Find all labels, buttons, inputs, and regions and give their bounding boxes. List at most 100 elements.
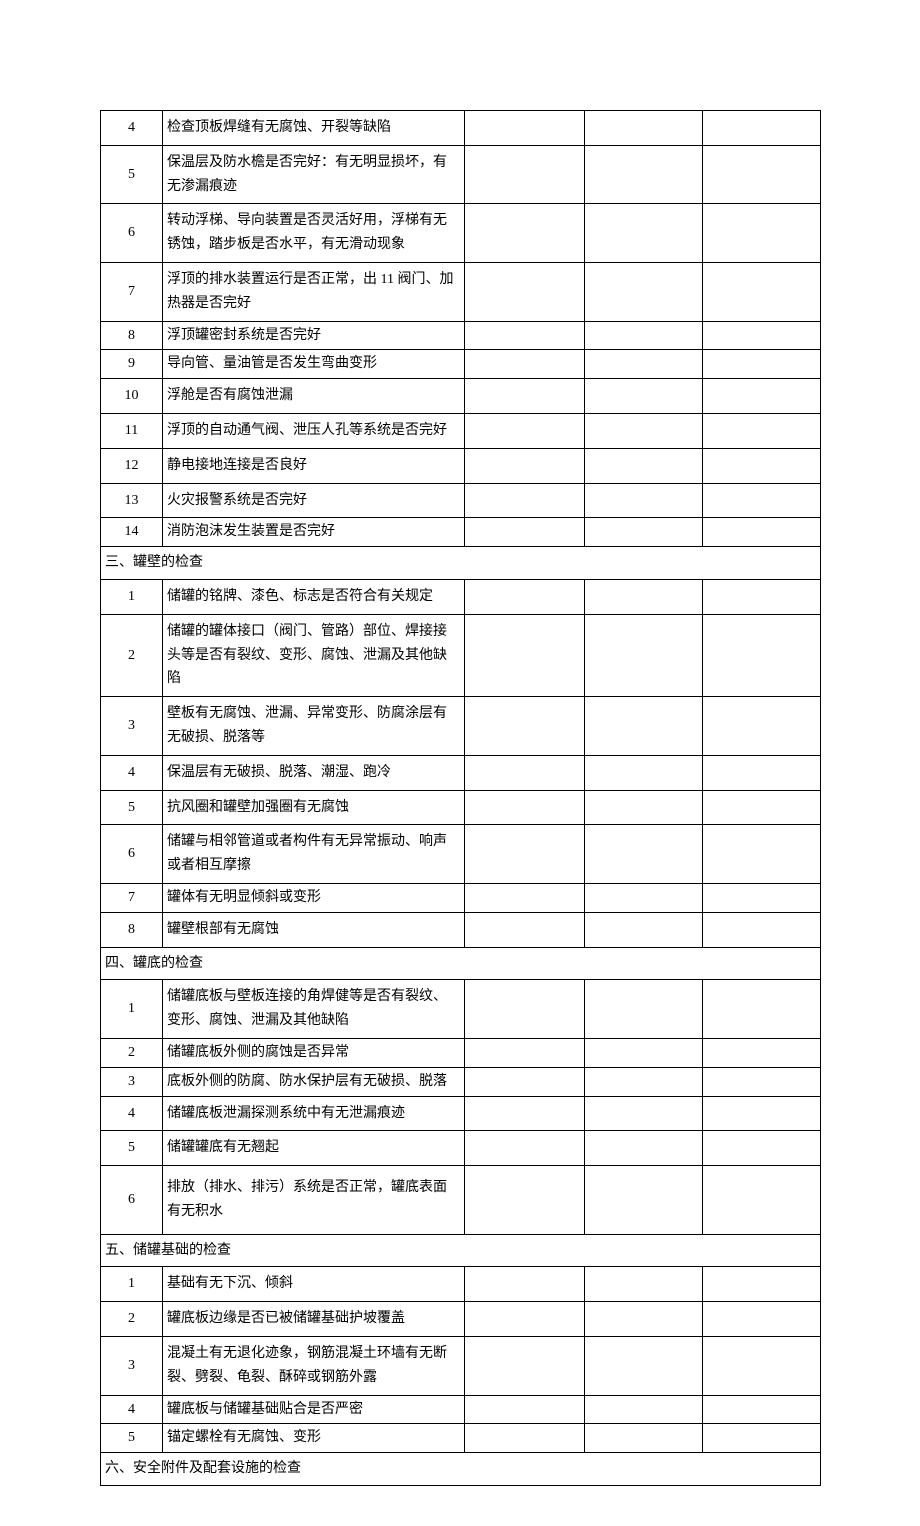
row-desc: 转动浮梯、导向装置是否灵活好用，浮梯有无锈蚀，踏步板是否水平，有无滑动现象	[163, 204, 465, 263]
row-number: 9	[101, 350, 163, 379]
row-desc: 静电接地连接是否良好	[163, 448, 465, 483]
result-cell	[703, 1395, 821, 1424]
table-row: 3 混凝土有无退化迹象，钢筋混凝土环墙有无断裂、劈裂、龟裂、酥碎或钢筋外露	[101, 1337, 821, 1396]
result-cell	[465, 262, 585, 321]
row-desc: 混凝土有无退化迹象，钢筋混凝土环墙有无断裂、劈裂、龟裂、酥碎或钢筋外露	[163, 1337, 465, 1396]
result-cell	[585, 1395, 703, 1424]
result-cell	[703, 825, 821, 884]
result-cell	[465, 912, 585, 947]
row-number: 7	[101, 883, 163, 912]
table-row: 3 壁板有无腐蚀、泄漏、异常变形、防腐涂层有无破损、脱落等	[101, 697, 821, 756]
row-number: 6	[101, 825, 163, 884]
section-row-bottom: 四、罐底的检查	[101, 947, 821, 980]
result-cell	[465, 980, 585, 1039]
result-cell	[465, 790, 585, 825]
result-cell	[585, 1337, 703, 1396]
row-number: 1	[101, 980, 163, 1039]
table-row: 2 储罐底板外侧的腐蚀是否异常	[101, 1038, 821, 1067]
result-cell	[465, 413, 585, 448]
result-cell	[465, 825, 585, 884]
result-cell	[703, 262, 821, 321]
result-cell	[585, 825, 703, 884]
result-cell	[703, 111, 821, 146]
row-number: 10	[101, 379, 163, 414]
table-row: 6 排放（排水、排污）系统是否正常，罐底表面有无积水	[101, 1166, 821, 1235]
section-row-wall: 三、罐壁的检查	[101, 547, 821, 580]
result-cell	[703, 204, 821, 263]
result-cell	[465, 579, 585, 614]
result-cell	[703, 1131, 821, 1166]
result-cell	[703, 483, 821, 518]
result-cell	[585, 379, 703, 414]
row-desc: 储罐罐底有无翘起	[163, 1131, 465, 1166]
table-row: 14 消防泡沫发生装置是否完好	[101, 518, 821, 547]
result-cell	[465, 448, 585, 483]
section-row-safety: 六、安全附件及配套设施的检查	[101, 1453, 821, 1486]
result-cell	[585, 883, 703, 912]
row-number: 5	[101, 790, 163, 825]
row-number: 7	[101, 262, 163, 321]
result-cell	[585, 579, 703, 614]
result-cell	[703, 579, 821, 614]
result-cell	[465, 483, 585, 518]
row-desc: 浮顶罐密封系统是否完好	[163, 321, 465, 350]
row-number: 8	[101, 912, 163, 947]
table-row: 1 储罐底板与壁板连接的角焊健等是否有裂纹、变形、腐蚀、泄漏及其他缺陷	[101, 980, 821, 1039]
result-cell	[703, 790, 821, 825]
result-cell	[465, 1395, 585, 1424]
table-row: 11 浮顶的自动通气阀、泄压人孔等系统是否完好	[101, 413, 821, 448]
table-row: 7 罐体有无明显倾斜或变形	[101, 883, 821, 912]
table-row: 4 保温层有无破损、脱落、潮湿、跑冷	[101, 755, 821, 790]
result-cell	[585, 1096, 703, 1131]
row-number: 14	[101, 518, 163, 547]
result-cell	[703, 1067, 821, 1096]
result-cell	[465, 111, 585, 146]
row-number: 2	[101, 614, 163, 696]
result-cell	[585, 1038, 703, 1067]
section-row-foundation: 五、储罐基础的检查	[101, 1234, 821, 1267]
row-number: 4	[101, 755, 163, 790]
result-cell	[703, 1424, 821, 1453]
row-desc: 储罐的铭牌、漆色、标志是否符合有关规定	[163, 579, 465, 614]
result-cell	[703, 413, 821, 448]
result-cell	[585, 350, 703, 379]
row-number: 2	[101, 1038, 163, 1067]
result-cell	[465, 321, 585, 350]
row-number: 5	[101, 145, 163, 204]
row-number: 3	[101, 1337, 163, 1396]
result-cell	[465, 1302, 585, 1337]
row-number: 3	[101, 697, 163, 756]
row-desc: 罐底板边缘是否已被储罐基础护坡覆盖	[163, 1302, 465, 1337]
table-row: 5 保温层及防水檐是否完好：有无明显损坏，有无渗漏痕迹	[101, 145, 821, 204]
table-row: 5 储罐罐底有无翘起	[101, 1131, 821, 1166]
row-desc: 浮舱是否有腐蚀泄漏	[163, 379, 465, 414]
row-number: 2	[101, 1302, 163, 1337]
row-number: 3	[101, 1067, 163, 1096]
result-cell	[585, 111, 703, 146]
row-desc: 锚定螺栓有无腐蚀、变形	[163, 1424, 465, 1453]
row-number: 6	[101, 204, 163, 263]
row-desc: 火灾报警系统是否完好	[163, 483, 465, 518]
result-cell	[585, 912, 703, 947]
table-row: 6 转动浮梯、导向装置是否灵活好用，浮梯有无锈蚀，踏步板是否水平，有无滑动现象	[101, 204, 821, 263]
result-cell	[465, 1038, 585, 1067]
result-cell	[585, 1302, 703, 1337]
row-desc: 储罐底板外侧的腐蚀是否异常	[163, 1038, 465, 1067]
result-cell	[703, 697, 821, 756]
inspection-table: 4 检查顶板焊缝有无腐蚀、开裂等缺陷 5 保温层及防水檐是否完好：有无明显损坏，…	[100, 110, 821, 1486]
result-cell	[465, 1096, 585, 1131]
result-cell	[465, 1131, 585, 1166]
row-desc: 检查顶板焊缝有无腐蚀、开裂等缺陷	[163, 111, 465, 146]
row-number: 13	[101, 483, 163, 518]
result-cell	[465, 1067, 585, 1096]
result-cell	[465, 614, 585, 696]
result-cell	[703, 1038, 821, 1067]
result-cell	[585, 790, 703, 825]
row-number: 1	[101, 579, 163, 614]
row-desc: 储罐的罐体接口（阀门、管路）部位、焊接接头等是否有裂纹、变形、腐蚀、泄漏及其他缺…	[163, 614, 465, 696]
row-desc: 壁板有无腐蚀、泄漏、异常变形、防腐涂层有无破损、脱落等	[163, 697, 465, 756]
table-row: 6 储罐与相邻管道或者构件有无异常振动、响声或者相互摩擦	[101, 825, 821, 884]
result-cell	[465, 1424, 585, 1453]
row-desc: 消防泡沫发生装置是否完好	[163, 518, 465, 547]
row-number: 4	[101, 1096, 163, 1131]
